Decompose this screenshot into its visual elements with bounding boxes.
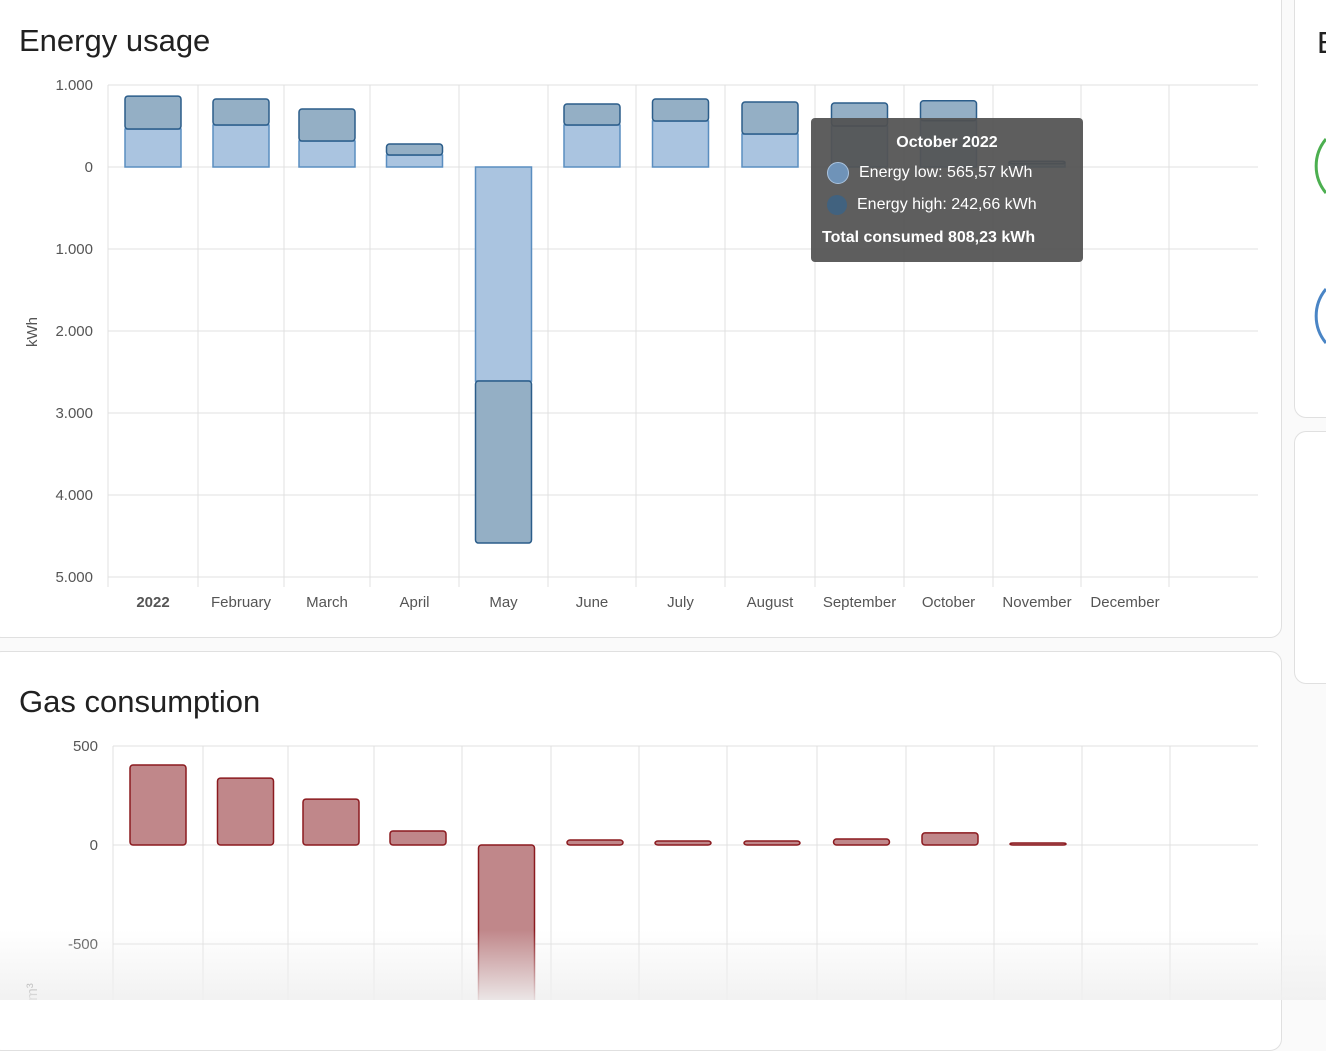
blue-ring-icon [1314,288,1326,344]
bar-energy-low [741,133,799,168]
y-tick-label: 500 [73,738,98,755]
energy-high-dot-icon [827,195,847,215]
gas-bar [832,838,891,846]
x-tick-label: 2022 [136,594,169,611]
chart-tooltip: October 2022 Energy low: 565,57 kWh Ener… [811,118,1083,262]
y-tick-label: 3.000 [55,405,93,422]
x-tick-label: April [399,594,429,611]
x-tick-label: November [1002,594,1071,611]
y-tick-label: 1.000 [55,241,93,258]
right-card-bottom [1294,431,1326,684]
gas-title: Gas consumption [19,684,261,719]
y-tick-label: 0 [90,837,98,854]
right-card-graphics: E [1314,25,1326,344]
bar-energy-low [651,120,710,168]
energy-low-dot-icon [827,162,849,184]
x-tick-label: March [306,594,348,611]
energy-chart: 1.000 0 1.000 2.000 3.000 4.000 5.000 kWh 2022 Fe… [24,77,1258,611]
y-tick-label: 4.000 [55,487,93,504]
bar-energy-low [212,124,270,168]
x-tick-label: February [211,594,272,611]
tooltip-title: October 2022 [896,134,998,151]
bottom-fade [0,930,1326,1000]
bar-energy-high [741,101,799,135]
bar-energy-low [563,124,621,168]
bar-energy-high [385,143,444,156]
bar-energy-high [124,95,182,130]
bar-energy-low [124,128,182,168]
y-tick-label: 5.000 [55,569,93,586]
x-tick-label: September [823,594,896,611]
y-tick-label: 2.000 [55,323,93,340]
x-tick-label: December [1090,594,1159,611]
bar-energy-high [563,103,621,126]
energy-title: Energy usage [19,23,211,58]
bar-energy-high [474,380,533,544]
bar-energy-low [298,140,356,168]
x-tick-label: October [922,594,975,611]
y-tick-label: 0 [85,159,93,176]
gas-bar [389,830,447,846]
bar-energy-low [385,154,444,168]
bar-energy-high [651,98,710,122]
right-card-title: E [1317,25,1326,60]
gas-bar [216,777,275,846]
gas-bar [1009,842,1067,846]
gas-bar [566,839,624,846]
x-tick-label: June [576,594,609,611]
y-axis-label: kWh [24,317,41,347]
green-ring-icon [1314,138,1326,194]
x-tick-label: July [667,594,694,611]
gas-bar [302,798,360,846]
right-card-top: E [1294,0,1326,418]
gas-bar [921,832,979,846]
tooltip-low: Energy low: 565,57 kWh [859,164,1033,181]
bar-energy-high [212,98,270,126]
tooltip-total: Total consumed 808,23 kWh [822,229,1036,246]
y-tick-label: 1.000 [55,77,93,94]
gas-bar [654,840,712,846]
gas-bar [743,840,801,846]
bar-energy-high [298,108,356,142]
bar-energy-low [474,166,533,382]
x-tick-label: May [489,594,518,611]
gas-bar [129,764,187,846]
x-tick-label: August [747,594,795,611]
tooltip-high: Energy high: 242,66 kWh [857,196,1037,213]
